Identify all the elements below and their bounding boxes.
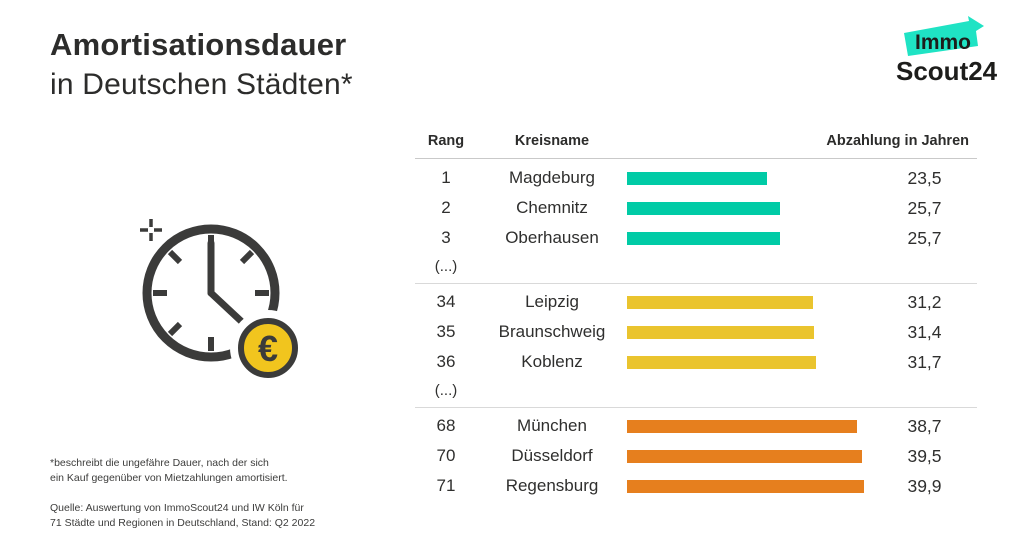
group-divider [415,283,977,284]
rank-cell: 35 [436,322,456,341]
group-divider [415,407,977,408]
table-row: 68 München 38,7 [415,411,977,441]
city-name-cell: Leipzig [525,292,579,311]
clock-hands [207,239,245,325]
logo-text-scout24: Scout24 [896,56,998,86]
chart-bar [627,231,780,245]
ellipsis-row: (...) [415,377,977,403]
city-name-cell: Magdeburg [508,168,595,187]
clock-icon: € [140,219,306,386]
source-note: Quelle: Auswertung von ImmoScout24 und I… [50,501,315,531]
table-body: 1 Magdeburg 23,5 2 Chemnitz 25,7 3 Oberhausen 25… [415,163,977,501]
city-name-cell: Oberhausen [505,228,599,247]
bar-cell [627,419,872,433]
chart-bar [627,295,813,309]
table-row: 3 Oberhausen 25,7 [415,223,977,253]
city-name-cell: Koblenz [521,352,583,371]
bar-cell [627,449,872,463]
bar-cell [627,325,872,339]
chart-bar [627,171,767,185]
source-line-2: 71 Städte und Regionen in Deutschland, S… [50,517,316,530]
footnote-line-1: *beschreibt die ungefähre Dauer, nach de… [50,457,269,469]
euro-coin-icon: € [238,318,298,378]
value-cell: 31,7 [907,351,942,372]
chart-bar [627,479,865,493]
ranking-table: Rang Kreisname Abzahlung in Jahren 1 Magd… [415,128,977,501]
value-cell: 25,7 [907,227,942,248]
immoscout24-logo: Immo Scout24 [888,16,1008,94]
value-cell: 39,9 [907,475,942,496]
value-cell: 23,5 [907,167,942,188]
value-cell: 38,7 [907,415,942,436]
chart-bar [627,449,862,463]
table-row: 36 Koblenz 31,7 [415,347,977,377]
bar-cell [627,479,872,493]
table-row: 34 Leipzig 31,2 [415,287,977,317]
logo-highlight-shape [904,16,984,56]
city-name-cell: München [517,416,587,435]
ellipsis-label: (...) [434,257,458,275]
column-header-kreisname: Kreisname [514,133,590,149]
immoscout24-logo-icon: Immo Scout24 [896,16,998,86]
value-cell: 31,4 [907,321,942,342]
table-row: 2 Chemnitz 25,7 [415,193,977,223]
city-name-cell: Chemnitz [516,198,588,217]
value-cell: 39,5 [907,445,942,466]
title-line-1: Amortisationsdauer [50,27,347,62]
city-name-cell: Düsseldorf [511,446,593,465]
clock-euro-illustration: € [101,183,321,403]
bar-cell [627,355,872,369]
sparkle-icon [140,219,162,241]
rank-cell: 36 [436,352,456,371]
table-row: 1 Magdeburg 23,5 [415,163,977,193]
rank-cell: 70 [436,446,456,465]
rank-cell: 71 [436,476,456,495]
value-cell: 31,2 [907,291,942,312]
ellipsis-label: (...) [434,381,458,399]
bar-cell [627,171,872,185]
value-cell: 25,7 [907,197,942,218]
ellipsis-row: (...) [415,253,977,279]
title-line-2: in Deutschen Städten* [50,67,353,101]
table-row: 71 Regensburg 39,9 [415,471,977,501]
rank-cell: 1 [441,168,451,187]
source-line-1: Quelle: Auswertung von ImmoScout24 und I… [50,502,304,514]
rank-cell: 68 [436,416,456,435]
chart-bar [627,201,780,215]
bar-cell [627,201,872,215]
bar-cell [627,295,872,309]
rank-cell: 3 [441,228,451,247]
table-row: 35 Braunschweig 31,4 [415,317,977,347]
column-header-rang: Rang [427,133,465,149]
city-name-cell: Braunschweig [498,322,606,341]
logo-text-immo: Immo [915,31,971,54]
table-row: 70 Düsseldorf 39,5 [415,441,977,471]
rank-cell: 2 [441,198,451,217]
chart-bar [627,325,814,339]
bar-cell [627,231,872,245]
table-header-row: Rang Kreisname Abzahlung in Jahren [415,128,977,159]
column-header-abzahlung: Abzahlung in Jahren [826,133,969,149]
euro-symbol: € [258,328,278,369]
footnote-line-2: ein Kauf gegenüber von Mietzahlungen amo… [50,472,288,485]
footnote: *beschreibt die ungefähre Dauer, nach de… [50,456,288,486]
page-title: Amortisationsdauer in Deutschen Städten* [50,26,353,104]
rank-cell: 34 [436,292,456,311]
city-name-cell: Regensburg [505,476,599,495]
chart-bar [627,355,816,369]
chart-bar [627,419,858,433]
